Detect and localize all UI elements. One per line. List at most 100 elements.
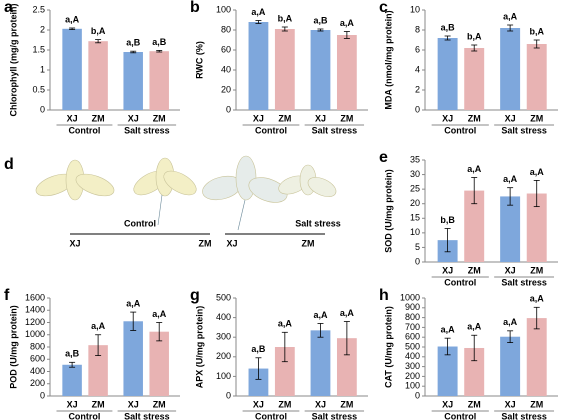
panel-d: d Control Salt stress XJ ZM XJ ZM [4,155,341,248]
y-tick-label: 0 [415,104,420,114]
error-bar [343,31,350,39]
bar-chart: e SOD (U/mg protein) 0 5 10 15 20 25 30 35 b,B XJ a,… [379,149,558,287]
error-bar [471,177,478,205]
value-label: a,B [441,22,456,32]
error-bar [317,323,324,338]
x-tick-label: ZM [92,113,105,123]
bar [149,51,169,110]
bar [274,347,295,396]
bar [464,48,485,110]
x-tick-label: ZM [530,113,543,123]
group-label: Control [124,218,156,228]
y-tick-label: 4 [415,64,420,74]
error-bar [533,306,540,330]
x-tick-label: XJ [253,113,264,123]
y-tick-label: 35 [410,154,420,164]
y-tick-label: 20 [410,198,420,208]
bar [437,346,458,396]
bar [500,28,521,110]
y-tick-label: 2 [40,24,45,34]
value-label: a,A [251,7,266,17]
bar [88,41,108,111]
panel-letter: g [190,287,200,304]
x-tick-label: ZM [468,113,481,123]
group-label: Salt stress [124,411,170,420]
bar [526,318,547,396]
panel-letter: f [4,287,10,304]
y-tick-label: 1400 [25,305,45,315]
y-tick-label: 300 [216,332,231,342]
y-tick-label: 300 [405,361,420,371]
x-tick-label: ZM [278,113,291,123]
value-label: a,A [278,319,293,329]
y-tick-label: 0 [40,390,45,400]
group-label: Control [255,411,287,420]
group-label: Salt stress [501,277,547,287]
group-label: Control [255,125,287,135]
error-bar [343,321,350,356]
bar [248,368,269,396]
error-bar [156,322,163,342]
value-label: a,A [467,164,482,174]
value-label: a,A [91,321,106,331]
x-tick-label: XJ [505,265,516,275]
y-tick-label: 200 [405,371,420,381]
y-tick-label: 1200 [25,317,45,327]
y-tick-label: 0 [40,104,45,114]
y-tick-label: 400 [30,366,45,376]
x-tick-label: XJ [505,113,516,123]
error-bar [69,361,76,368]
y-tick-label: 25 [410,184,420,194]
x-tick-label: XJ [442,265,453,275]
group-label: Control [444,411,476,420]
group-label: Salt stress [295,218,341,228]
group-label: Control [68,411,100,420]
y-tick-label: 1000 [25,329,45,339]
group-label: Salt stress [124,125,170,135]
y-tick-label: 1 [40,64,45,74]
group-label: Salt stress [501,411,547,420]
y-tick-label: 80 [221,24,231,34]
y-tick-label: 600 [405,332,420,342]
error-bar [95,334,102,356]
leaf-label: ZM [302,238,315,248]
x-tick-label: XJ [315,113,326,123]
value-label: a,A [340,18,355,28]
group-label: Control [68,125,100,135]
y-tick-label: 0 [226,104,231,114]
panel-letter: d [4,156,14,173]
value-label: a,A [152,309,167,319]
y-tick-label: 1000 [400,292,420,302]
x-tick-label: ZM [530,265,543,275]
bar [248,22,269,110]
group-label: Salt stress [312,411,358,420]
y-tick-label: 15 [410,213,420,223]
y-tick-label: 30 [410,169,420,179]
y-axis-label: SOD (U/mg protein) [383,169,393,253]
y-tick-label: 60 [221,44,231,54]
panel-letter: c [379,0,388,16]
bar [526,44,547,110]
x-tick-label: ZM [530,399,543,409]
bar [149,331,169,396]
error-bar [255,20,262,24]
error-bar [281,331,288,363]
y-tick-label: 2.5 [32,4,45,14]
leaf-label: XJ [69,238,80,248]
y-tick-label: 10 [410,4,420,14]
y-axis-label: MDA (nmol/mg protein) [383,10,393,109]
error-bar [507,187,514,206]
value-label: a,A [503,11,518,21]
x-tick-label: ZM [340,399,353,409]
y-tick-label: 500 [216,292,231,302]
value-label: a,A [126,298,141,308]
bar [437,38,458,110]
bar [500,196,521,262]
y-tick-label: 900 [405,302,420,312]
bar [123,321,143,396]
bar [274,29,295,110]
x-tick-label: XJ [442,399,453,409]
group-label: Control [444,125,476,135]
